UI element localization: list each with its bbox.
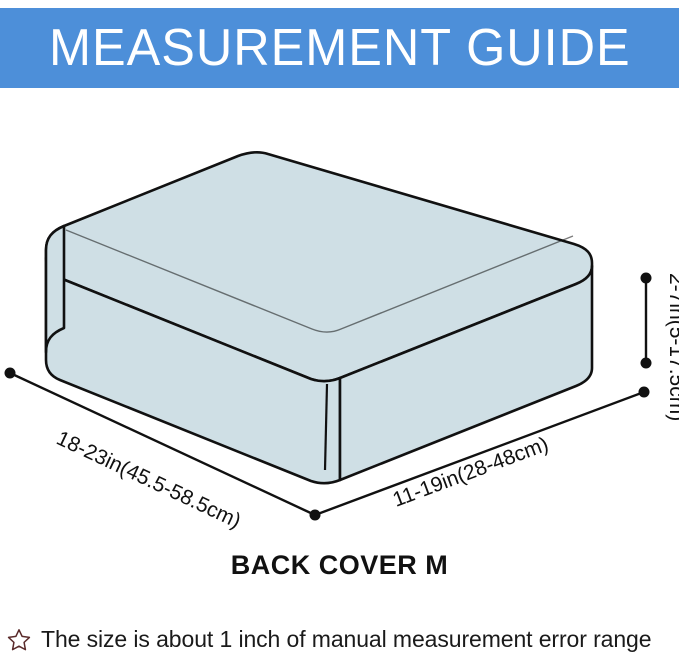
height-dimension-top-dot — [640, 272, 652, 284]
footer-note-text: The size is about 1 inch of manual measu… — [41, 626, 652, 653]
depth-dimension-end-dot — [638, 386, 650, 398]
header-banner: MEASUREMENT GUIDE — [0, 8, 679, 88]
page-title: MEASUREMENT GUIDE — [48, 19, 631, 77]
height-dimension: 2-7in(5-17.5cm) — [640, 272, 679, 421]
height-dimension-label: 2-7in(5-17.5cm) — [665, 273, 679, 421]
footer-note: The size is about 1 inch of manual measu… — [6, 627, 679, 653]
depth-dimension-line — [314, 390, 645, 517]
product-name: BACK COVER M — [230, 550, 449, 580]
cushion-seam-left — [65, 229, 574, 333]
height-dimension-bottom-dot — [640, 357, 652, 369]
star-outline-icon — [7, 629, 31, 651]
cushion-diagram: 18-23in(45.5-58.5cm) 11-19in(28-48cm) 2-… — [0, 88, 679, 538]
cushion-left-corner — [44, 224, 66, 354]
width-dimension-line — [9, 371, 316, 517]
cushion-center-seam — [323, 383, 329, 471]
width-dimension-start-dot — [4, 367, 16, 379]
cushion-illustration — [44, 150, 594, 485]
